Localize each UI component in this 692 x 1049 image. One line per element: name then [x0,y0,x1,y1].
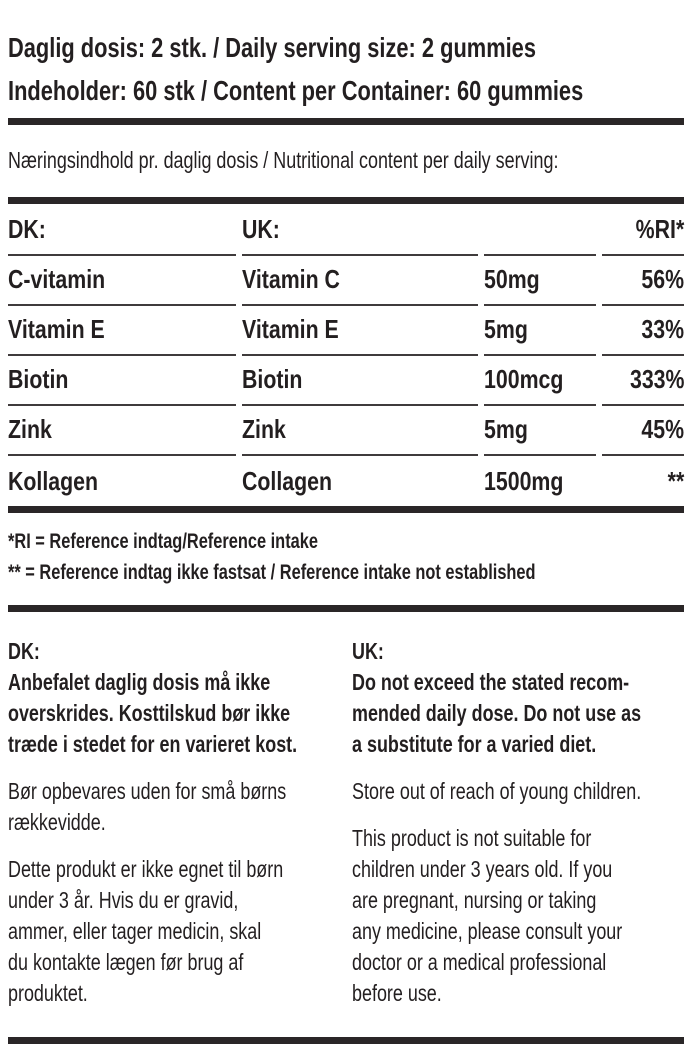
nutrient-uk-name: Vitamin C [242,264,340,294]
warnings-uk-storage-text: Store out of reach of young children. [352,778,642,804]
warnings-dk-children-text: Dette produkt er ikke egnet til børn und… [8,856,284,1006]
nutrient-dk-name: Vitamin E [8,314,105,344]
nutrient-amount: 5mg [484,414,528,444]
warnings-dk-bold-text: Anbefalet daglig dosis må ikke overskrid… [8,669,298,757]
nutrient-dk-name: Biotin [8,364,69,394]
table-row: C-vitamin Vitamin C 50mg 56% [8,256,684,306]
nutrient-ri: ** [667,466,684,496]
warnings-section: DK: Anbefalet daglig dosis må ikke overs… [8,612,684,1010]
footnotes: *RI = Reference indtag/Reference intake … [8,526,692,588]
nutrient-amount: 100mcg [484,364,564,394]
nutrient-dk-name: C-vitamin [8,264,106,294]
divider-rule [8,605,684,612]
warnings-dk-heading: DK: [8,638,40,664]
table-row: Zink Zink 5mg 45% [8,406,684,456]
nutrient-uk-name: Biotin [242,364,303,394]
divider-rule [8,118,684,125]
warnings-dk-column: DK: Anbefalet daglig dosis må ikke overs… [8,636,382,1009]
divider-rule [8,1037,684,1044]
nutrient-uk-name: Zink [242,414,286,444]
nutrient-amount: 50mg [484,264,540,294]
nutrient-dk-name: Zink [8,414,52,444]
container-content-line: Indeholder: 60 stk / Content per Contain… [8,75,584,106]
warnings-uk-column: UK: Do not exceed the stated recom- mend… [352,636,692,1009]
nutrient-uk-name: Vitamin E [242,314,339,344]
nutrient-ri: 33% [641,314,684,344]
nutrient-ri: 333% [629,364,684,394]
column-header-ri: %RI* [635,214,684,244]
divider-rule [8,197,684,204]
daily-serving-line: Daglig dosis: 2 stk. / Daily serving siz… [8,32,536,63]
table-header-row: DK: UK: %RI* [8,204,684,256]
table-row: Biotin Biotin 100mcg 333% [8,356,684,406]
nutrition-table: DK: UK: %RI* C-vitamin Vitamin C 50mg 56… [8,204,684,506]
nutrient-dk-name: Kollagen [8,466,99,496]
column-header-dk: DK: [8,214,46,244]
warnings-dk-storage-text: Bør opbevares uden for små børns rækkevi… [8,778,287,835]
warnings-uk-bold-text: Do not exceed the stated recom- mended d… [352,669,642,757]
nutrition-heading: Næringsindhold pr. daglig dosis / Nutrit… [8,147,559,173]
warnings-uk-heading: UK: [352,638,384,664]
warnings-uk-children-text: This product is not suitable for childre… [352,825,623,1006]
footnote-not-established: ** = Reference indtag ikke fastsat / Ref… [8,561,536,584]
table-row: Kollagen Collagen 1500mg ** [8,456,684,506]
divider-rule [8,506,684,513]
table-row: Vitamin E Vitamin E 5mg 33% [8,306,684,356]
nutrient-uk-name: Collagen [242,466,333,496]
nutrient-ri: 45% [641,414,684,444]
nutrient-ri: 56% [641,264,684,294]
footnote-ri: *RI = Reference indtag/Reference intake [8,530,318,553]
column-header-uk: UK: [242,214,280,244]
nutrient-amount: 1500mg [484,466,564,496]
serving-info: Daglig dosis: 2 stk. / Daily serving siz… [0,0,692,112]
nutrient-amount: 5mg [484,314,528,344]
